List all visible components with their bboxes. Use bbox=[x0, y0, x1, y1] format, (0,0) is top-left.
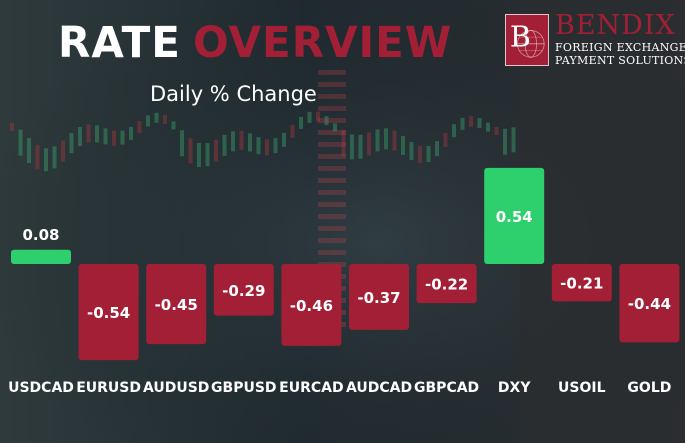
category-label-usdcad: USDCAD bbox=[8, 380, 74, 396]
bendix-globe-icon: B bbox=[505, 14, 549, 66]
logo-initial: B bbox=[510, 20, 531, 54]
bar-gold bbox=[619, 264, 680, 343]
data-label-gbpcad: -0.22 bbox=[425, 276, 468, 294]
bar-usdcad bbox=[11, 249, 71, 264]
chart-subtitle: Daily % Change bbox=[150, 82, 317, 106]
data-label-eurcad: -0.46 bbox=[290, 297, 333, 315]
title-word-overview: OVERVIEW bbox=[192, 17, 453, 67]
logo-name: BENDIX bbox=[555, 10, 676, 41]
category-label-dxy: DXY bbox=[498, 380, 531, 396]
logo-tagline-line1: FOREIGN EXCHANGE & bbox=[555, 41, 685, 54]
category-label-gbpcad: GBPCAD bbox=[414, 380, 479, 396]
bendix-logo: B BENDIX FOREIGN EXCHANGE & PAYMENT SOLU… bbox=[505, 10, 685, 70]
data-label-gold: -0.44 bbox=[628, 295, 671, 313]
category-label-usoil: USOIL bbox=[558, 380, 606, 396]
data-label-audusd: -0.45 bbox=[155, 296, 198, 314]
bar-gbpusd bbox=[213, 264, 274, 316]
data-label-eurusd: -0.54 bbox=[87, 304, 130, 322]
title-word-rate: RATE bbox=[58, 17, 181, 67]
category-label-audusd: AUDUSD bbox=[143, 380, 209, 396]
bar-usoil bbox=[551, 264, 612, 302]
category-label-eurcad: EURCAD bbox=[279, 380, 343, 396]
category-label-audcad: AUDCAD bbox=[346, 380, 412, 396]
data-label-usdcad: 0.08 bbox=[22, 226, 59, 244]
bar-audcad bbox=[349, 264, 409, 330]
category-label-gbpusd: GBPUSD bbox=[211, 380, 277, 396]
category-label-gold: GOLD bbox=[627, 380, 671, 396]
bar-dxy bbox=[484, 167, 545, 264]
category-label-eurusd: EURUSD bbox=[76, 380, 141, 396]
bar-audusd bbox=[146, 264, 207, 345]
data-label-dxy: 0.54 bbox=[496, 208, 533, 226]
bar-gbpcad bbox=[416, 264, 477, 304]
data-label-usoil: -0.21 bbox=[560, 275, 603, 293]
bar-eurcad bbox=[281, 264, 342, 346]
data-label-audcad: -0.37 bbox=[357, 289, 400, 307]
data-label-gbpusd: -0.29 bbox=[222, 282, 265, 300]
logo-tagline-line2: PAYMENT SOLUTIONS bbox=[555, 54, 685, 67]
bar-eurusd bbox=[78, 264, 139, 361]
page-title: RATE OVERVIEW bbox=[58, 16, 452, 69]
